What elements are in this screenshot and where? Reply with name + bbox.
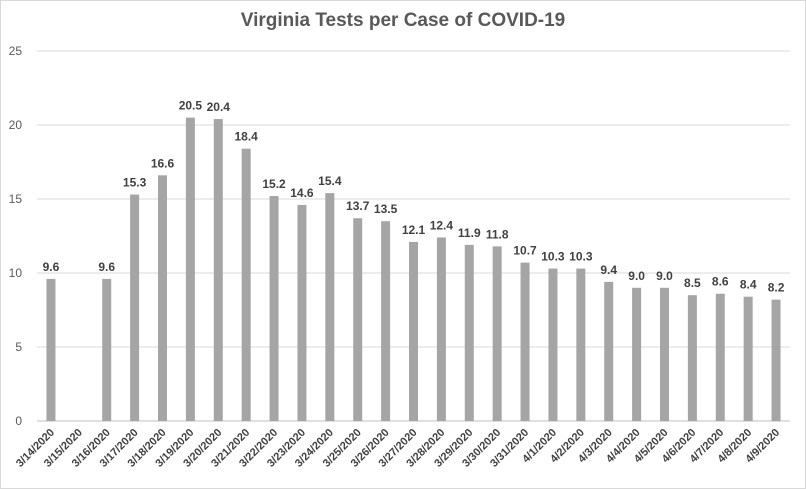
data-label: 9.0 [656, 269, 673, 283]
bar [632, 287, 642, 421]
bar [520, 262, 530, 421]
bar [604, 281, 614, 421]
data-label: 9.6 [98, 260, 115, 274]
y-tick-label: 15 [9, 192, 23, 206]
data-label: 9.6 [43, 260, 60, 274]
y-tick-label: 0 [15, 414, 22, 428]
data-label: 9.0 [628, 269, 645, 283]
data-label: 9.4 [600, 263, 617, 277]
bar [269, 196, 279, 421]
data-label: 16.6 [151, 156, 175, 170]
bar [353, 218, 363, 421]
bar [771, 299, 781, 421]
data-label: 15.2 [262, 177, 286, 191]
y-axis-ticks: 0 5 10 15 20 25 [9, 44, 23, 428]
data-label: 11.8 [486, 227, 509, 241]
y-tick-label: 25 [9, 44, 23, 58]
data-label: 8.6 [712, 275, 729, 289]
bar [46, 278, 56, 421]
bar [743, 296, 753, 421]
bars [46, 117, 781, 421]
bar [381, 221, 391, 421]
data-label: 13.7 [346, 199, 370, 213]
data-label: 12.4 [430, 218, 454, 232]
bar [325, 193, 335, 421]
data-label: 14.6 [290, 186, 314, 200]
y-tick-label: 5 [15, 340, 22, 354]
data-label: 10.3 [569, 250, 593, 264]
data-label: 20.5 [179, 99, 203, 113]
bar [492, 246, 502, 421]
bar [185, 117, 195, 421]
bar [715, 293, 725, 421]
bar [158, 175, 167, 421]
data-label: 12.1 [402, 223, 426, 237]
data-label: 13.5 [374, 202, 398, 216]
data-label: 15.4 [318, 174, 342, 188]
data-label: 11.9 [458, 226, 481, 240]
data-label: 8.2 [768, 281, 785, 295]
bar [297, 204, 307, 421]
bar [102, 278, 112, 421]
data-labels: 9.6 9.6 15.3 16.6 20.5 20.4 18.4 15.2 14.6 15.4 13… [43, 99, 785, 295]
bar [576, 268, 586, 421]
bar [409, 241, 418, 421]
bar [548, 268, 558, 421]
data-label: 8.5 [684, 276, 701, 290]
bar [241, 148, 251, 421]
bar [464, 244, 474, 421]
x-axis-ticks: 3/14/20203/15/20203/16/20203/17/20203/18… [14, 427, 782, 470]
data-label: 10.3 [541, 250, 565, 264]
data-label: 15.3 [123, 176, 147, 190]
bar [687, 295, 697, 421]
bar [436, 237, 446, 421]
data-label: 18.4 [234, 130, 258, 144]
y-tick-label: 10 [9, 266, 23, 280]
chart-title: Virginia Tests per Case of COVID-19 [240, 10, 566, 31]
bar [660, 287, 669, 421]
bar [130, 194, 140, 421]
data-label: 8.4 [740, 278, 757, 292]
y-tick-label: 20 [9, 118, 23, 132]
bar [213, 119, 223, 421]
data-label: 20.4 [207, 100, 231, 114]
data-label: 10.7 [513, 244, 537, 258]
